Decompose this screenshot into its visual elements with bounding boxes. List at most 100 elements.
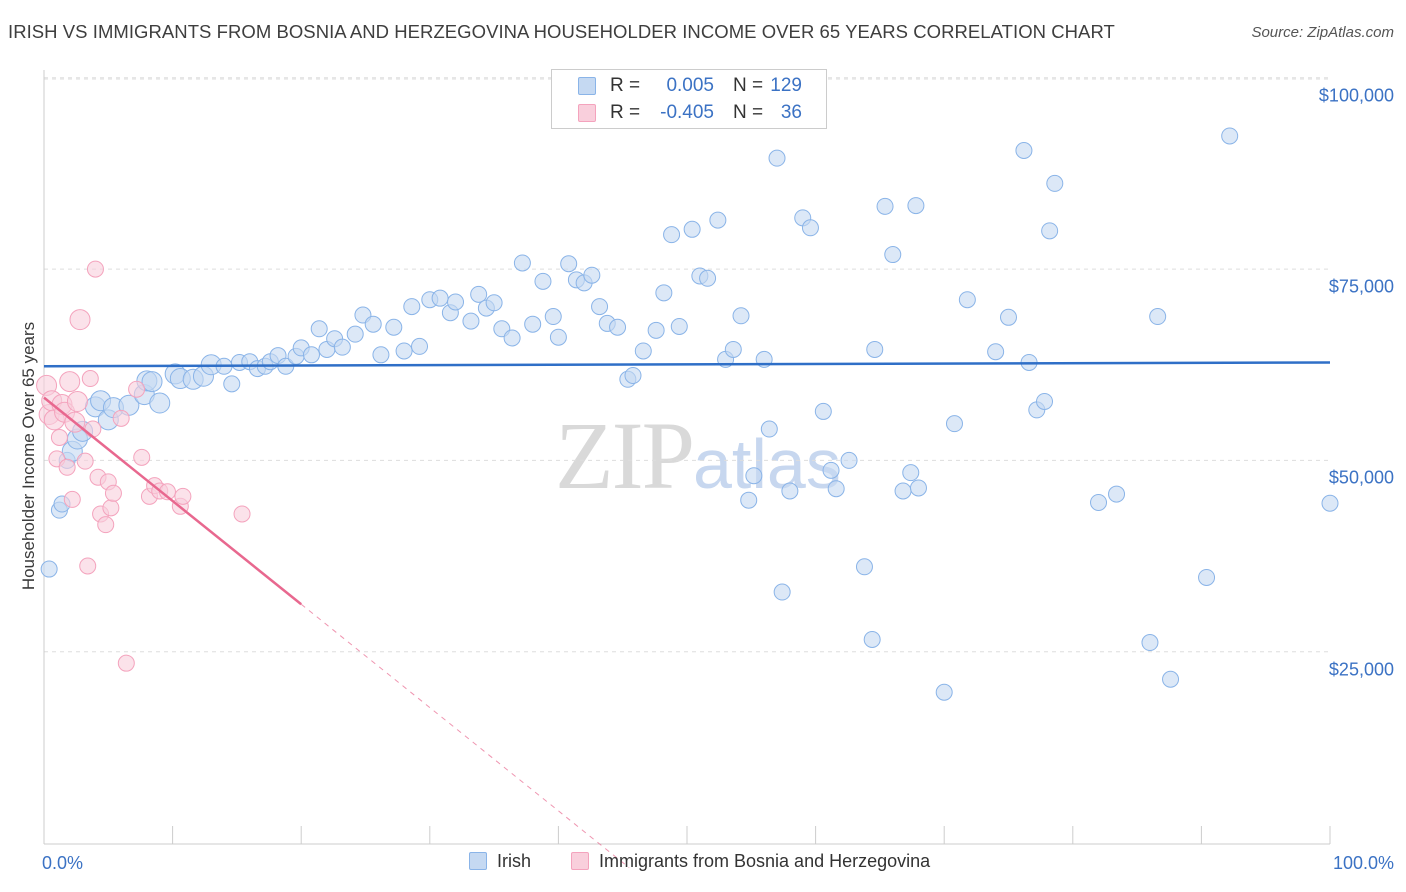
irish-point (709, 211, 727, 229)
bosnia-point (69, 309, 91, 331)
y-tick-label: $25,000 (1328, 659, 1394, 680)
irish-point (683, 220, 701, 238)
irish-point (503, 329, 521, 347)
irish-point (302, 346, 320, 364)
irish-point (907, 197, 925, 215)
irish-point (544, 308, 562, 326)
irish-point (724, 340, 742, 358)
irish-point (431, 289, 449, 307)
stats-row-irish: R = 0.005 N = 129 (552, 73, 826, 100)
legend-item-bosnia[interactable]: Immigrants from Bosnia and Herzegovina (571, 851, 930, 877)
n-label: N = (733, 75, 764, 96)
irish-point (732, 307, 750, 325)
watermark-zip: ZIP (555, 402, 695, 509)
bosnia-legend-swatch (571, 852, 589, 870)
irish-point (462, 312, 480, 330)
irish-point (827, 480, 845, 498)
irish-point (485, 294, 503, 312)
bosnia-point (174, 487, 192, 505)
irish-point (801, 219, 819, 237)
bosnia-point (59, 371, 81, 393)
source-note: Source: ZipAtlas.com (1251, 24, 1394, 41)
irish-point (534, 272, 552, 290)
bosnia-point (104, 484, 122, 502)
irish-point (1162, 670, 1180, 688)
bosnia-point (58, 458, 76, 476)
irish-point (866, 340, 884, 358)
irish-point (1141, 634, 1159, 652)
irish-point (1221, 127, 1239, 145)
irish-point (655, 284, 673, 302)
irish-point (634, 342, 652, 360)
r-label: R = (610, 75, 641, 96)
irish-point (1015, 141, 1033, 159)
irish-point (740, 491, 758, 509)
correlation-stats-box: R = 0.005 N = 129 R = -0.405 N = 36 (551, 69, 827, 129)
bosnia-point (233, 505, 251, 523)
irish-point (333, 338, 351, 356)
irish-point (1198, 568, 1216, 586)
irish-point (513, 254, 531, 272)
r-value: -0.405 (660, 102, 714, 123)
irish-point (958, 291, 976, 309)
stats-row-bosnia: R = -0.405 N = 36 (552, 100, 826, 127)
irish-point (385, 318, 403, 336)
irish-point (1321, 494, 1339, 512)
bosnia-point (97, 516, 115, 534)
irish-point (624, 366, 642, 384)
irish-point (945, 415, 963, 433)
irish-legend-swatch (469, 852, 487, 870)
irish-point (591, 298, 609, 316)
irish-point (549, 328, 567, 346)
bosnia-swatch (578, 104, 596, 122)
n-label: N = (733, 102, 764, 123)
bosnia-point (112, 409, 130, 427)
watermark-atlas: atlas (693, 425, 841, 503)
r-label: R = (610, 102, 641, 123)
irish-point (560, 255, 578, 273)
irish-point (855, 558, 873, 576)
bosnia-point (79, 557, 97, 575)
irish-point (149, 392, 171, 414)
bosnia-point (76, 452, 94, 470)
irish-point (781, 482, 799, 500)
irish-point (1036, 392, 1054, 410)
n-value: 36 (780, 102, 802, 123)
irish-point (1090, 493, 1108, 511)
bosnia-points (36, 260, 251, 672)
bosnia-point (133, 448, 151, 466)
irish-points (40, 127, 1339, 701)
trend-lines (43, 361, 1331, 869)
bosnia-point (128, 380, 146, 398)
legend-label-bosnia: Immigrants from Bosnia and Herzegovina (599, 851, 931, 871)
irish-point (894, 482, 912, 500)
irish-point (364, 315, 382, 333)
irish-point (822, 461, 840, 479)
irish-point (524, 315, 542, 333)
irish-point (760, 420, 778, 438)
irish-point (902, 464, 920, 482)
irish-point (310, 320, 328, 338)
irish-point (1046, 174, 1064, 192)
irish-point (40, 560, 58, 578)
n-value: 129 (770, 75, 802, 96)
irish-point (411, 337, 429, 355)
y-tick-label: $75,000 (1328, 276, 1394, 297)
x-tick-max: 100.0% (1332, 853, 1394, 873)
legend-item-irish[interactable]: Irish (469, 851, 531, 877)
irish-point (935, 683, 953, 701)
irish-point (876, 197, 894, 215)
irish-point (745, 467, 763, 485)
irish-point (909, 479, 927, 497)
bosnia-trend-extension (300, 603, 630, 869)
irish-trend-line (43, 361, 1331, 368)
bosnia-point (84, 420, 102, 438)
y-tick-label: $100,000 (1318, 85, 1394, 106)
irish-point (583, 266, 601, 284)
irish-point (773, 583, 791, 601)
irish-point (884, 246, 902, 264)
bosnia-point (117, 654, 135, 672)
axes (43, 70, 1331, 845)
bosnia-point (50, 428, 68, 446)
